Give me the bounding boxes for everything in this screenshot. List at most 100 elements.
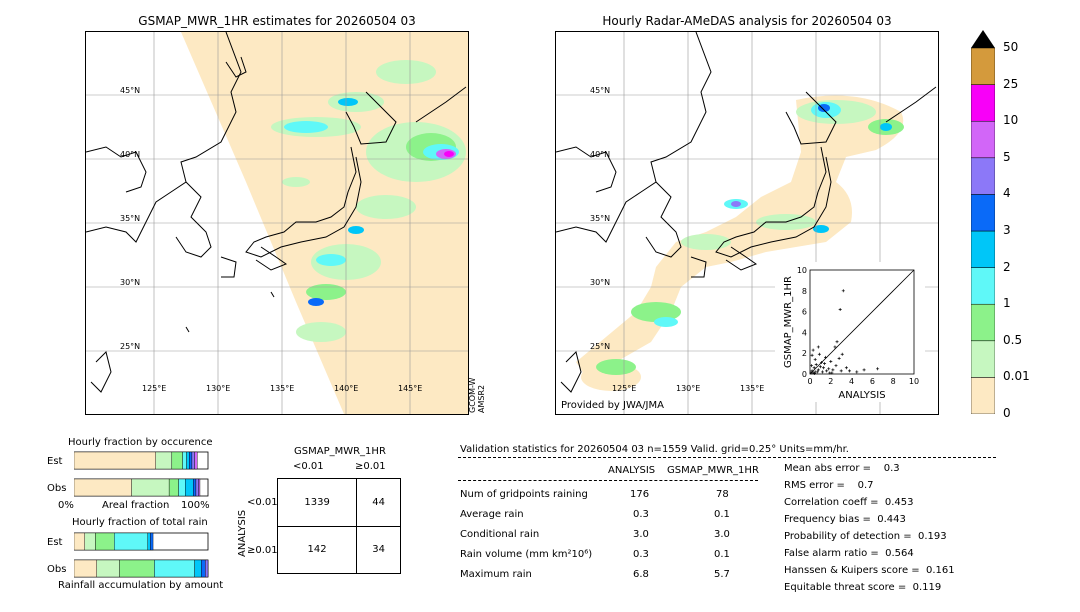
scatter-point [810, 364, 814, 368]
validation-row-gsmap: 0.1 [714, 549, 730, 560]
right-coastlines [556, 32, 937, 393]
validation-row-analysis: 0.3 [633, 549, 649, 560]
scatter-point [834, 364, 838, 368]
contingency-title: GSMAP_MWR_1HR [294, 446, 386, 457]
bar-segment [198, 478, 201, 497]
bar-segment [74, 532, 85, 551]
right-lat-label-40: 40°N [590, 150, 610, 159]
contingency-table: 1339 44 142 34 [276, 478, 401, 574]
bar-segment [194, 451, 198, 470]
scatter-point [817, 352, 821, 356]
colorbar-level-label: 0.5 [1003, 332, 1023, 347]
occurrence-est-label: Est [47, 456, 63, 467]
bar-segment [96, 559, 120, 578]
totalrain-est-label: Est [47, 537, 63, 548]
scatter-point [827, 367, 831, 371]
colorbar-level-label: 0.01 [1003, 369, 1030, 384]
contingency-col-label-2: ≥0.01 [355, 461, 386, 472]
scatter-point [862, 368, 866, 372]
occurrence-obs-label: Obs [47, 483, 67, 494]
scatter-point [840, 352, 844, 356]
score-line: RMS error = 0.7 [784, 480, 874, 491]
scatter-ytick: 6 [802, 308, 807, 317]
colorbar [970, 30, 996, 415]
contingency-cell: 142 [276, 525, 358, 574]
right-lat-label-25: 25°N [590, 342, 610, 351]
bar-segment [74, 478, 132, 497]
left-map-title: GSMAP_MWR_1HR estimates for 20260504 03 [138, 14, 416, 28]
occurrence-title: Hourly fraction by occurence [68, 437, 213, 448]
scatter-point [810, 353, 814, 357]
colorbar-extend-arrow [971, 30, 995, 48]
validation-col-divider [458, 480, 758, 481]
validation-row-gsmap: 0.1 [714, 509, 730, 520]
score-line: Hanssen & Kuipers score = 0.161 [784, 565, 955, 576]
bar-segment [201, 559, 206, 578]
right-map-canvas: 45°N 40°N 35°N 30°N 25°N 125°E 130°E 135… [556, 32, 938, 414]
totalrain-xlabel: Rainfall accumulation by amount [58, 580, 224, 591]
left-coastlines [86, 32, 467, 393]
scatter-xlabel: ANALYSIS [838, 390, 885, 401]
occurrence-tick-100: 100% [181, 500, 210, 511]
scatter-point [831, 368, 835, 372]
scatter-point [837, 356, 841, 360]
scatter-point [815, 370, 819, 374]
scatter-point [823, 362, 827, 366]
scatter-point [810, 369, 814, 373]
colorbar-level-label: 4 [1003, 186, 1011, 201]
contingency-col-label-1: <0.01 [293, 461, 324, 472]
bar-segment [119, 559, 155, 578]
bar-segment [186, 451, 190, 470]
bar-segment [150, 532, 154, 551]
left-rain-patches [271, 60, 466, 342]
scatter-ylabel: GSMAP_MWR_1HR [783, 276, 794, 368]
scatter-point [813, 357, 817, 361]
scatter-ytick: 4 [802, 328, 807, 337]
colorbar-swatch [970, 47, 996, 85]
bar-segment [74, 559, 97, 578]
left-lon-label-140: 140°E [334, 384, 358, 393]
bar-segment [147, 532, 151, 551]
left-lon-label-145: 145°E [398, 384, 422, 393]
validation-dashed-line [458, 457, 996, 458]
scatter-point [839, 369, 843, 373]
colorbar-level-label: 3 [1003, 223, 1011, 237]
scatter-panel: 0 2 4 6 8 10 0 2 4 6 8 10 ANALYSIS GSMAP_MWR_1HR [775, 262, 925, 402]
satellite-sensor-label: GCOM-W AMSR2 [468, 377, 486, 413]
scatter-point [830, 371, 834, 375]
scatter-plot: 0 2 4 6 8 10 0 2 4 6 8 10 ANALYSIS GSMAP_MWR_1HR [783, 266, 919, 401]
colorbar-level-label: 5 [1003, 149, 1011, 164]
score-line: Correlation coeff = 0.453 [784, 497, 914, 508]
score-line: Probability of detection = 0.193 [784, 531, 947, 542]
scatter-point [819, 361, 823, 365]
colorbar-swatches [970, 30, 996, 415]
colorbar-swatch [970, 194, 996, 232]
right-map-title: Hourly Radar-AMeDAS analysis for 2026050… [602, 14, 892, 28]
scatter-point [813, 371, 817, 375]
validation-row-gsmap: 3.0 [714, 529, 730, 540]
scatter-point [848, 369, 852, 373]
validation-row-gsmap: 78 [716, 489, 729, 500]
validation-row-analysis: 176 [630, 489, 650, 500]
validation-header: Validation statistics for 20260504 03 n=… [460, 444, 849, 455]
scatter-ytick: 0 [802, 370, 807, 379]
colorbar-level-label: 0 [1003, 406, 1011, 420]
validation-col-gsmap: GSMAP_MWR_1HR [667, 465, 759, 476]
score-line: Equitable threat score = 0.119 [784, 582, 942, 593]
validation-row-label: Conditional rain [460, 529, 540, 540]
contingency-row-label-2: ≥0.01 [247, 545, 278, 556]
left-lon-label-135: 135°E [270, 384, 294, 393]
right-lat-label-35: 35°N [590, 214, 610, 223]
bar-segment [74, 451, 156, 470]
colorbar-level-label: 25 [1003, 76, 1019, 91]
scatter-point [829, 360, 833, 364]
right-lon-label-125: 125°E [612, 384, 636, 393]
scatter-xtick: 6 [870, 377, 875, 386]
scatter-xtick: 0 [807, 377, 812, 386]
left-lat-label-35: 35°N [120, 214, 140, 223]
score-line: False alarm ratio = 0.564 [784, 548, 914, 559]
bar-segment [195, 478, 199, 497]
validation-row-label: Num of gridpoints raining [460, 489, 588, 500]
right-lon-label-130: 130°E [676, 384, 700, 393]
validation-row-label: Average rain [460, 509, 524, 520]
